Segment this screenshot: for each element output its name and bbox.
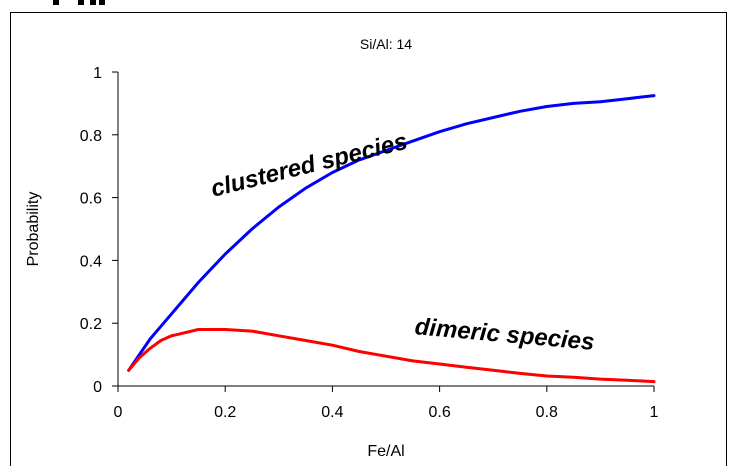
chart-title: Si/Al: 14 xyxy=(360,36,412,52)
x-tick-label: 0.8 xyxy=(536,404,558,421)
x-tick-label: 0.2 xyxy=(214,404,236,421)
cropped-header-fragment xyxy=(53,0,105,5)
y-tick-label: 1 xyxy=(93,65,102,82)
y-tick-label: 0.2 xyxy=(80,316,102,333)
x-tick-label: 0 xyxy=(114,404,123,421)
x-axis-ticks: 0 0.2 0.4 0.6 0.8 1 xyxy=(114,386,659,421)
y-tick-label: 0.6 xyxy=(80,191,102,208)
x-tick-label: 0.6 xyxy=(428,404,450,421)
y-tick-label: 0 xyxy=(93,379,102,396)
y-axis-ticks: 0 0.2 0.4 0.6 0.8 1 xyxy=(80,65,118,396)
chart-border xyxy=(10,12,727,466)
x-axis-title: Fe/Al xyxy=(367,443,404,460)
y-axis-title: Probability xyxy=(25,192,42,267)
x-tick-label: 1 xyxy=(650,404,659,421)
series-line-clustered xyxy=(127,94,656,372)
y-tick-label: 0.4 xyxy=(80,253,102,270)
x-tick-label: 0.4 xyxy=(321,404,343,421)
series-line-dimeric xyxy=(127,328,656,384)
series-layer xyxy=(127,94,656,384)
y-tick-label: 0.8 xyxy=(80,128,102,145)
